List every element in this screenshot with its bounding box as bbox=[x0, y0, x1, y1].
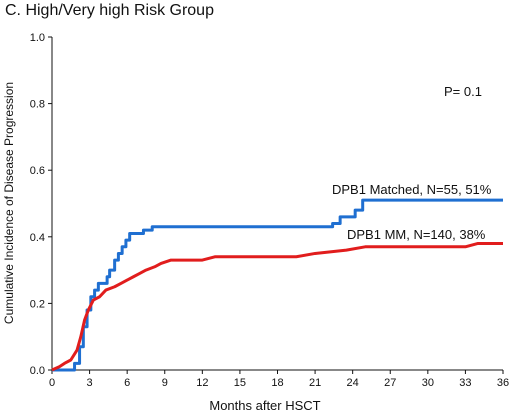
series-line-dpb1-mm bbox=[51, 241, 503, 372]
x-tick-label: 24 bbox=[347, 377, 359, 389]
y-tick-label: 0.8 bbox=[30, 99, 45, 111]
chart-title: C. High/Very high Risk Group bbox=[5, 2, 214, 19]
x-tick-label: 6 bbox=[124, 377, 130, 389]
y-tick-label: 0.0 bbox=[30, 365, 45, 377]
x-tick-label: 0 bbox=[49, 377, 55, 389]
x-tick-label: 3 bbox=[87, 377, 93, 389]
legend-label-mm: DPB1 MM, N=140, 38% bbox=[347, 227, 486, 242]
y-tick-label: 0.2 bbox=[30, 298, 45, 310]
x-tick-label: 36 bbox=[497, 377, 509, 389]
x-axis-ticks: 0 3 6 9 12 15 18 21 24 27 30 33 36 bbox=[49, 370, 509, 389]
x-tick-label: 21 bbox=[309, 377, 321, 389]
x-tick-label: 12 bbox=[196, 377, 208, 389]
series-layer bbox=[51, 198, 503, 372]
y-tick-label: 1.0 bbox=[30, 32, 45, 44]
y-tick-label: 0.4 bbox=[30, 232, 45, 244]
x-tick-label: 9 bbox=[162, 377, 168, 389]
x-axis-title: Months after HSCT bbox=[209, 398, 320, 412]
y-tick-label: 0.6 bbox=[30, 165, 45, 177]
x-tick-label: 15 bbox=[234, 377, 246, 389]
y-axis-ticks: 0.0 0.2 0.4 0.6 0.8 1.0 bbox=[30, 32, 52, 377]
x-tick-label: 30 bbox=[422, 377, 434, 389]
p-value-annotation: P= 0.1 bbox=[444, 84, 482, 99]
legend-label-matched: DPB1 Matched, N=55, 51% bbox=[332, 182, 492, 197]
x-tick-label: 18 bbox=[271, 377, 283, 389]
x-tick-label: 27 bbox=[384, 377, 396, 389]
x-tick-label: 33 bbox=[459, 377, 471, 389]
y-axis-title: Cumulative Incidence of Disease Progress… bbox=[2, 82, 16, 324]
